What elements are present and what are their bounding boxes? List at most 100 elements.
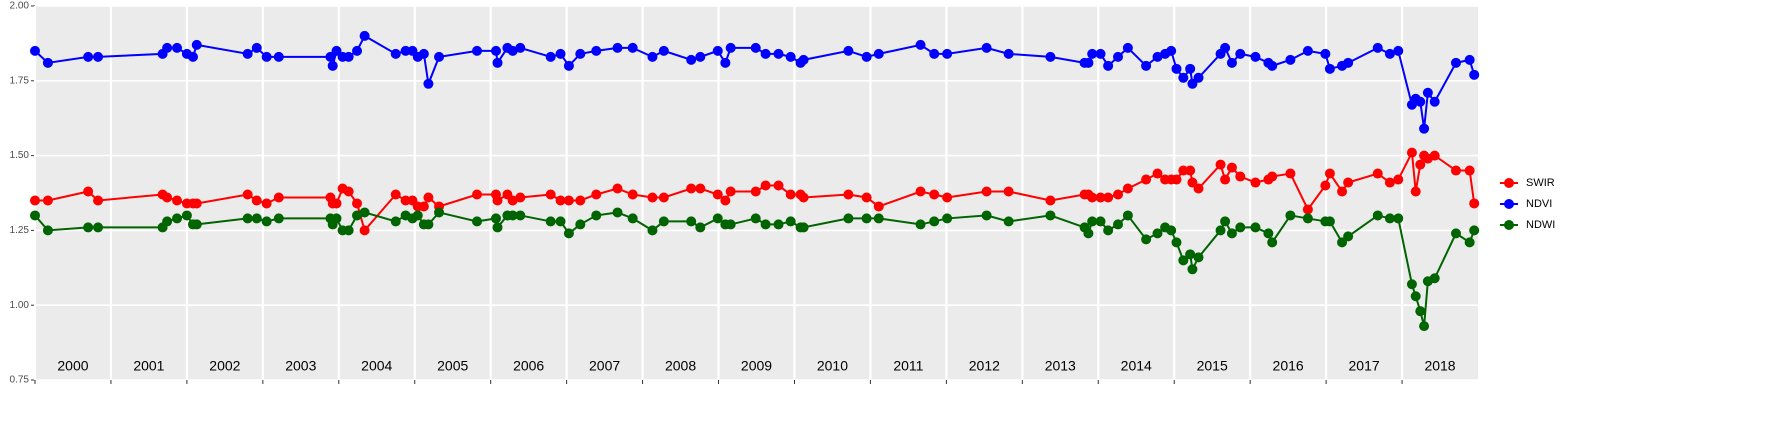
point xyxy=(555,195,566,206)
point xyxy=(1178,255,1189,266)
point xyxy=(773,219,784,230)
point xyxy=(507,195,518,206)
point xyxy=(575,219,586,230)
point xyxy=(1122,183,1133,194)
point xyxy=(515,210,526,221)
point xyxy=(412,210,423,221)
point xyxy=(1193,183,1204,194)
point xyxy=(162,42,173,53)
point xyxy=(1103,192,1114,203)
point xyxy=(1324,168,1335,179)
point xyxy=(647,51,658,62)
point xyxy=(1185,63,1196,74)
point xyxy=(93,222,104,233)
point xyxy=(798,222,809,233)
point xyxy=(1267,60,1278,71)
year-label: 2017 xyxy=(1349,358,1380,374)
point xyxy=(750,186,761,197)
point xyxy=(1045,195,1056,206)
point xyxy=(418,48,429,59)
point xyxy=(798,54,809,65)
point xyxy=(418,201,429,212)
point xyxy=(30,210,40,221)
point xyxy=(1185,249,1196,260)
point xyxy=(1178,165,1189,176)
point xyxy=(725,219,736,230)
point xyxy=(1324,216,1335,227)
point xyxy=(591,210,602,221)
point xyxy=(1171,237,1182,248)
point xyxy=(507,45,518,56)
point xyxy=(873,213,884,224)
point xyxy=(545,189,556,200)
point xyxy=(472,216,483,227)
point xyxy=(873,201,884,212)
point xyxy=(773,180,784,191)
point xyxy=(942,213,953,224)
point xyxy=(720,195,731,206)
point xyxy=(627,189,638,200)
point xyxy=(331,213,342,224)
point xyxy=(555,48,566,59)
point xyxy=(1226,228,1237,239)
point xyxy=(563,60,574,71)
point xyxy=(1415,306,1426,317)
year-label: 2006 xyxy=(513,358,544,374)
point xyxy=(1406,147,1417,158)
point xyxy=(1384,177,1395,188)
point xyxy=(515,42,526,53)
point xyxy=(1384,213,1395,224)
point xyxy=(1122,42,1133,53)
legend-label: NDVI xyxy=(1526,198,1552,210)
point xyxy=(423,219,434,230)
point xyxy=(612,42,623,53)
point xyxy=(1103,225,1114,236)
point xyxy=(162,192,173,203)
point xyxy=(251,42,262,53)
point xyxy=(1235,171,1246,182)
point xyxy=(1302,204,1313,215)
point xyxy=(658,45,669,56)
point xyxy=(545,216,556,227)
point xyxy=(1250,222,1261,233)
point xyxy=(1226,57,1237,68)
point xyxy=(1141,234,1152,245)
point xyxy=(1384,48,1395,59)
point xyxy=(1220,174,1231,185)
point xyxy=(423,78,434,89)
point xyxy=(1464,237,1475,248)
point xyxy=(686,54,697,65)
point xyxy=(1095,216,1106,227)
point xyxy=(273,51,284,62)
point xyxy=(30,45,40,56)
point xyxy=(873,48,884,59)
point xyxy=(785,189,796,200)
year-label: 2000 xyxy=(57,358,88,374)
point xyxy=(515,192,526,203)
point xyxy=(507,210,518,221)
point xyxy=(712,189,723,200)
point xyxy=(1003,186,1014,197)
y-tick-label: 1.25 xyxy=(10,225,30,236)
point xyxy=(1372,168,1383,179)
point xyxy=(1450,57,1461,68)
point xyxy=(861,51,872,62)
legend-label: NDWI xyxy=(1526,219,1555,231)
point xyxy=(492,222,503,233)
point xyxy=(1419,321,1430,332)
point xyxy=(1171,174,1182,185)
year-label: 2013 xyxy=(1045,358,1076,374)
point xyxy=(1263,228,1274,239)
point xyxy=(843,189,854,200)
point xyxy=(390,216,401,227)
point xyxy=(1113,219,1124,230)
point xyxy=(1285,210,1296,221)
point xyxy=(1393,213,1404,224)
point xyxy=(187,51,198,62)
point xyxy=(1193,252,1204,263)
point xyxy=(400,195,411,206)
point xyxy=(1141,174,1152,185)
point xyxy=(343,186,354,197)
point xyxy=(843,213,854,224)
year-label: 2009 xyxy=(741,358,772,374)
